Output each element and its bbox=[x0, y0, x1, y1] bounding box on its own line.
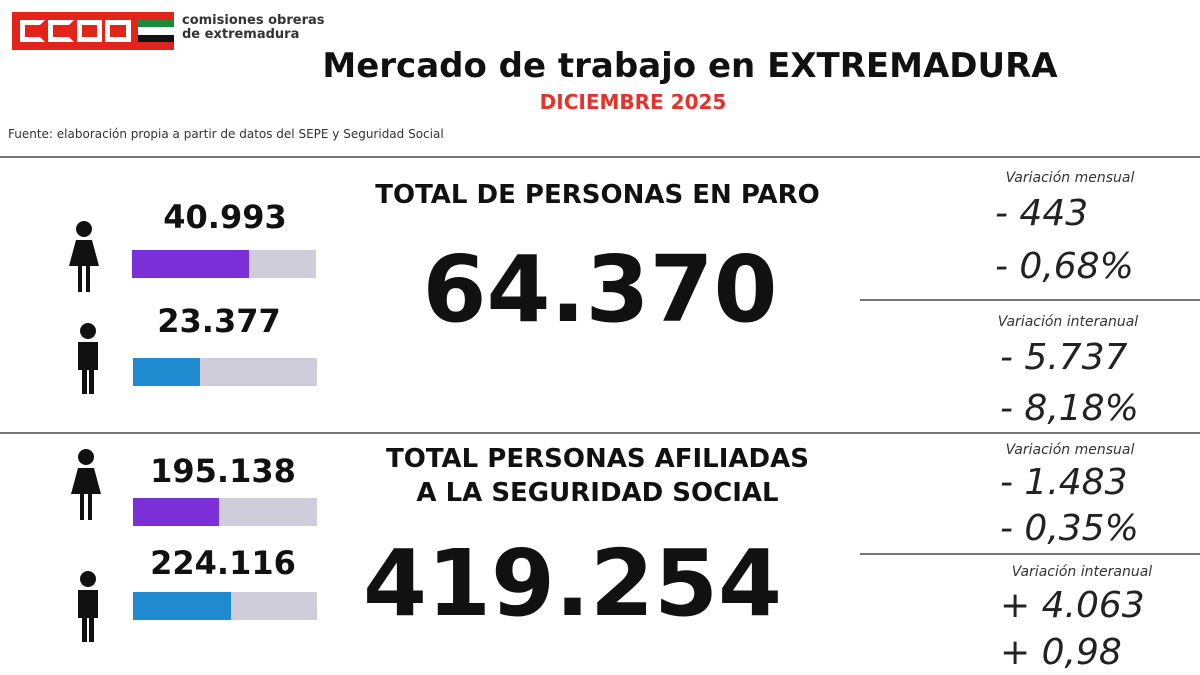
afiliadas-men-bar-fill bbox=[133, 592, 232, 620]
afiliadas-yearly-abs: + 4.063 bbox=[1000, 585, 1145, 626]
paro-men-bar bbox=[133, 358, 317, 386]
page-subtitle: DICIEMBRE 2025 bbox=[539, 90, 727, 114]
org-name: comisiones obreras de extremadura bbox=[182, 14, 325, 42]
org-line-1: comisiones obreras bbox=[182, 13, 325, 28]
paro-monthly-label: Variación mensual bbox=[1005, 170, 1135, 186]
paro-yearly-abs: - 5.737 bbox=[1000, 337, 1128, 378]
ccoo-logo bbox=[12, 12, 175, 50]
afiliadas-men-value: 224.116 bbox=[150, 544, 296, 582]
divider bbox=[860, 299, 1200, 301]
afiliadas-women-value: 195.138 bbox=[150, 452, 296, 490]
woman-icon bbox=[69, 221, 99, 292]
org-line-2: de extremadura bbox=[182, 27, 300, 42]
paro-monthly-abs: - 443 bbox=[995, 193, 1089, 234]
divider bbox=[0, 432, 1200, 434]
page-title: Mercado de trabajo en EXTREMADURA bbox=[322, 46, 1058, 86]
paro-men-bar-fill bbox=[133, 358, 200, 386]
afiliadas-women-bar bbox=[133, 498, 317, 526]
divider bbox=[860, 553, 1200, 555]
extremadura-flag-icon bbox=[137, 20, 175, 42]
paro-men-value: 23.377 bbox=[157, 302, 281, 340]
afiliadas-monthly-pct: - 0,35% bbox=[1000, 508, 1139, 549]
paro-yearly-label: Variación interanual bbox=[997, 314, 1139, 330]
paro-heading: TOTAL DE PERSONAS EN PARO bbox=[375, 180, 820, 210]
afiliadas-women-bar-fill bbox=[133, 498, 219, 526]
man-icon bbox=[78, 323, 98, 394]
afiliadas-yearly-label: Variación interanual bbox=[1011, 564, 1153, 580]
paro-women-value: 40.993 bbox=[163, 198, 287, 236]
afiliadas-heading-line-2: A LA SEGURIDAD SOCIAL bbox=[416, 478, 779, 508]
divider bbox=[0, 156, 1200, 158]
afiliadas-heading-line-1: TOTAL PERSONAS AFILIADAS bbox=[386, 444, 809, 474]
man-icon bbox=[78, 571, 98, 642]
woman-icon bbox=[71, 449, 101, 520]
paro-women-bar-fill bbox=[132, 250, 250, 278]
afiliadas-yearly-pct: + 0,98 bbox=[1000, 632, 1122, 673]
paro-yearly-pct: - 8,18% bbox=[1000, 388, 1139, 429]
afiliadas-men-bar bbox=[133, 592, 317, 620]
paro-total: 64.370 bbox=[422, 236, 778, 343]
afiliadas-monthly-label: Variación mensual bbox=[1005, 442, 1135, 458]
afiliadas-total: 419.254 bbox=[362, 530, 783, 637]
afiliadas-monthly-abs: - 1.483 bbox=[1000, 462, 1128, 503]
paro-women-bar bbox=[132, 250, 316, 278]
source-note: Fuente: elaboración propia a partir de d… bbox=[8, 127, 444, 141]
paro-monthly-pct: - 0,68% bbox=[995, 246, 1134, 287]
